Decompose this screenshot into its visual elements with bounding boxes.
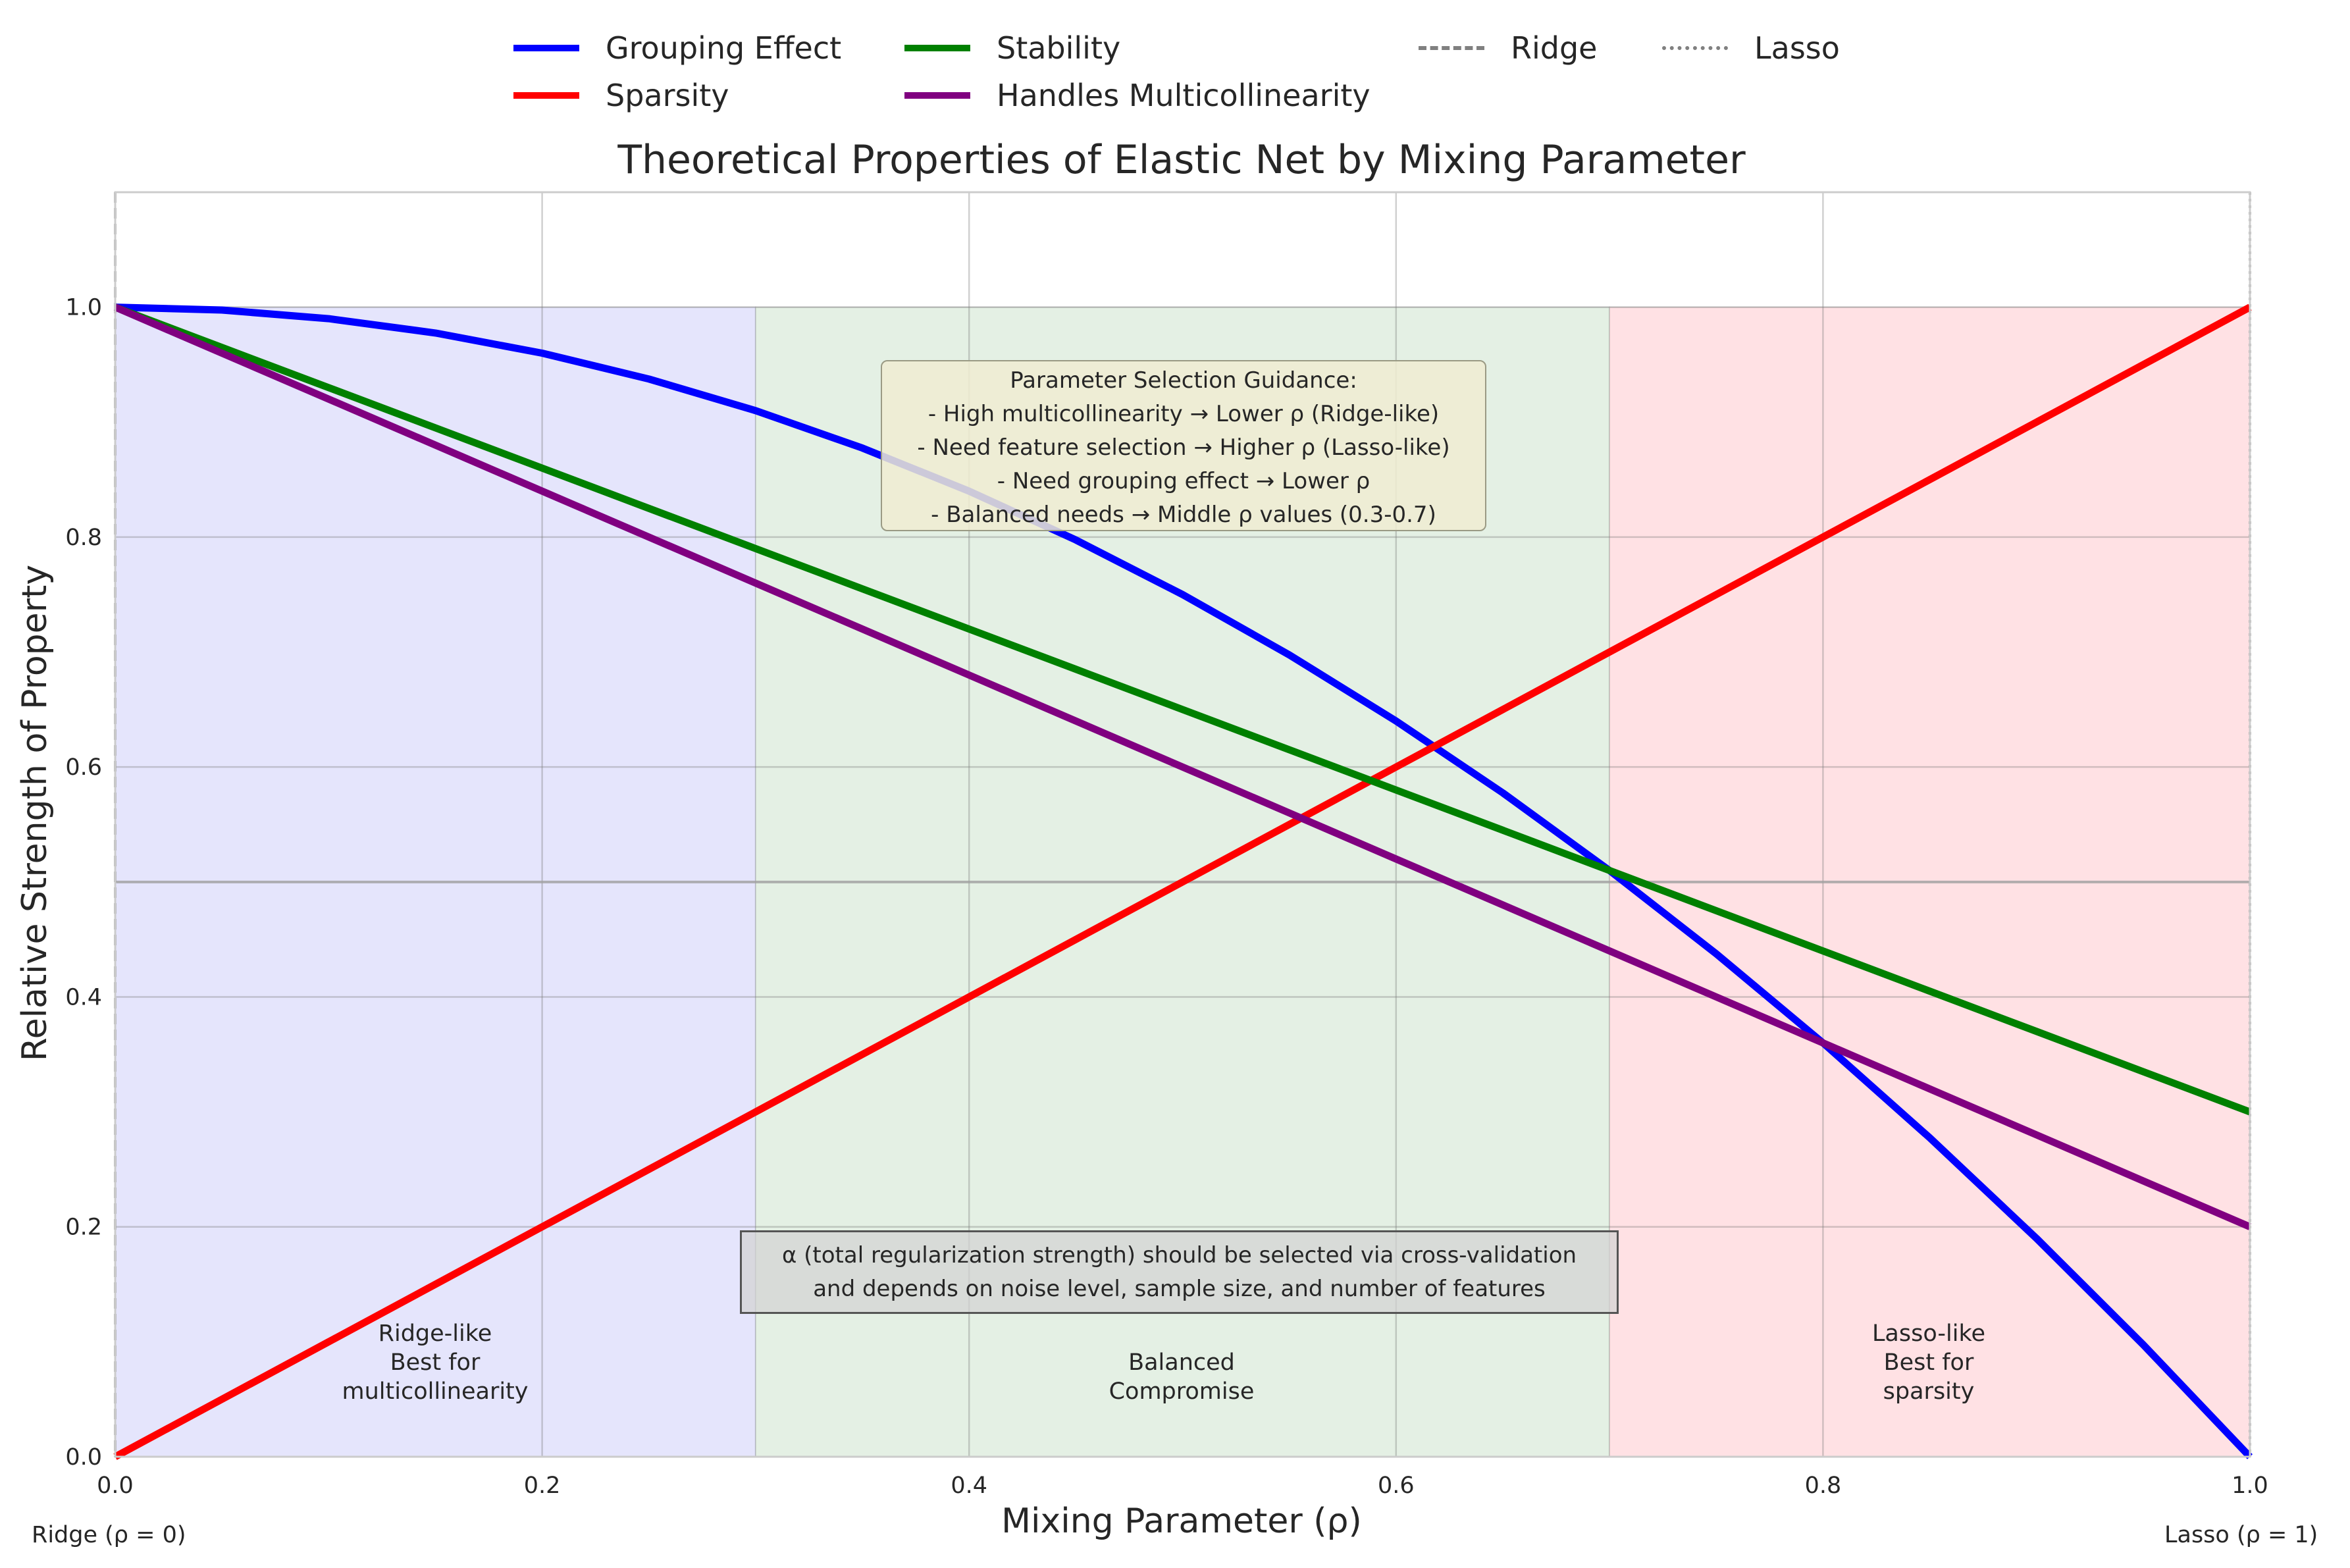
x-tick-label: 0.0	[97, 1473, 134, 1499]
guidance-line: - High multicollinearity → Lower ρ (Ridg…	[927, 401, 1440, 427]
y-axis-label: Relative Strength of Property	[15, 565, 55, 1061]
y-tick-label: 0.0	[65, 1444, 102, 1471]
chart-legend: Grouping Effect Sparsity Stability Handl…	[513, 23, 1896, 115]
x-axis-label: Mixing Parameter (ρ)	[1001, 1502, 1362, 1541]
region-label-line: Compromise	[1109, 1378, 1255, 1405]
region-label-line: Lasso-like	[1871, 1320, 1986, 1347]
legend-label-stability: Stability	[997, 30, 1121, 66]
parameter-guidance-box: Parameter Selection Guidance: - High mul…	[881, 360, 1486, 531]
chart-title: Theoretical Properties of Elastic Net by…	[617, 137, 1746, 183]
legend-item-handles-multicollinearity: Handles Multicollinearity	[904, 76, 1371, 115]
y-tick-label: 1.0	[65, 295, 102, 321]
region-label-balanced: Balanced Compromise	[1109, 1348, 1255, 1406]
series-sparsity	[113, 303, 2252, 1460]
legend-swatch-sparsity	[513, 92, 579, 99]
y-tick-labels: 0.0 0.2 0.4 0.6 0.8 1.0	[65, 295, 102, 1471]
legend-item-stability: Stability	[904, 28, 1120, 68]
legend-label-grouping-effect: Grouping Effect	[606, 30, 842, 66]
legend-swatch-ridge	[1419, 46, 1484, 50]
y-tick-label: 0.2	[65, 1215, 102, 1241]
legend-swatch-grouping-effect	[513, 45, 579, 51]
guidance-line: - Need feature selection → Higher ρ (Las…	[917, 434, 1450, 461]
x-tick-label: 0.8	[1805, 1473, 1842, 1499]
guidance-line: - Need grouping effect → Lower ρ	[997, 468, 1371, 494]
legend-label-handles-multicollinearity: Handles Multicollinearity	[997, 78, 1371, 113]
series-handles-multicollinearity	[113, 303, 2252, 1230]
region-label-line: Best for	[1883, 1349, 1974, 1376]
x-tick-label: 0.4	[951, 1473, 987, 1499]
y-tick-label: 0.6	[65, 754, 102, 781]
alpha-note-line: and depends on noise level, sample size,…	[813, 1276, 1546, 1302]
alpha-note-box: α (total regularization strength) should…	[740, 1230, 1619, 1314]
legend-label-ridge: Ridge	[1511, 30, 1598, 66]
legend-item-grouping-effect: Grouping Effect	[513, 28, 841, 68]
region-label-line: Best for	[390, 1349, 481, 1376]
y-tick-label: 0.8	[65, 525, 102, 551]
legend-swatch-lasso	[1662, 46, 1728, 50]
y-tick-label: 0.4	[65, 984, 102, 1010]
series-stability	[114, 303, 2251, 1116]
guidance-line: Parameter Selection Guidance:	[1010, 367, 1357, 394]
x-tick-label: 0.6	[1378, 1473, 1415, 1499]
plot-frame	[114, 191, 2251, 1458]
x-tick-label: 0.2	[524, 1473, 561, 1499]
region-label-line: Ridge-like	[378, 1320, 492, 1347]
legend-label-lasso: Lasso	[1754, 30, 1840, 66]
series-grouping-effect	[115, 303, 2253, 1459]
guidance-line: - Balanced needs → Middle ρ values (0.3-…	[931, 502, 1436, 528]
legend-label-sparsity: Sparsity	[606, 78, 729, 113]
region-label-ridge-like: Ridge-like Best for multicollinearity	[342, 1319, 529, 1406]
legend-item-ridge: Ridge	[1419, 28, 1597, 68]
legend-item-sparsity: Sparsity	[513, 76, 729, 115]
x-tick-label: 1.0	[2232, 1473, 2268, 1499]
region-label-line: multicollinearity	[342, 1378, 529, 1405]
lasso-corner-label: Lasso (ρ = 1)	[2164, 1522, 2318, 1548]
legend-swatch-stability	[904, 45, 970, 51]
ridge-corner-label: Ridge (ρ = 0)	[32, 1522, 186, 1548]
region-label-line: sparsity	[1883, 1378, 1975, 1405]
alpha-note-line: α (total regularization strength) should…	[781, 1242, 1577, 1268]
region-label-lasso-like: Lasso-like Best for sparsity	[1872, 1319, 1985, 1406]
region-label-line: Balanced	[1128, 1349, 1235, 1376]
series-lines	[113, 303, 2253, 1460]
legend-swatch-handles-multicollinearity	[904, 92, 970, 99]
x-tick-labels: 0.0 0.2 0.4 0.6 0.8 1.0	[97, 1473, 2268, 1499]
legend-item-lasso: Lasso	[1662, 28, 1840, 68]
